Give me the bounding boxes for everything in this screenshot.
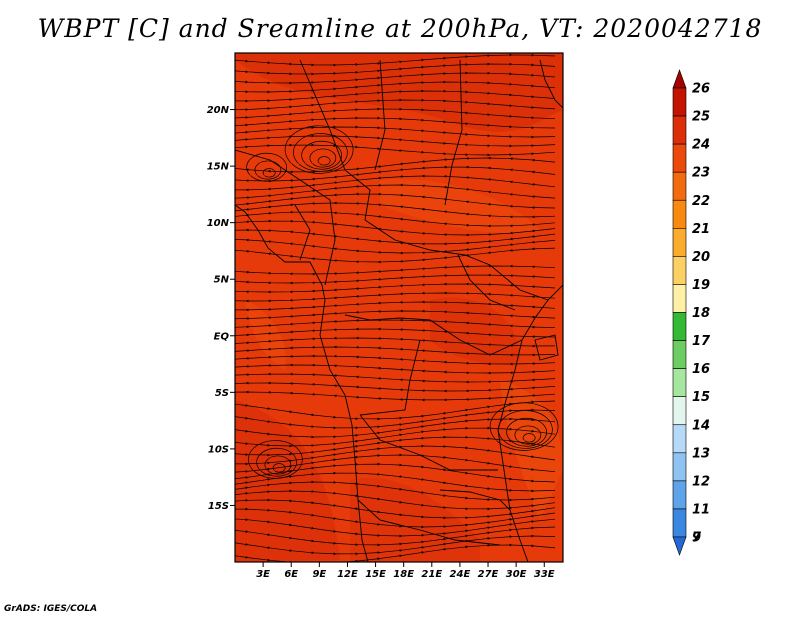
lat-tick-label: 15N xyxy=(207,162,230,173)
lon-tick-label: 24E xyxy=(450,569,471,580)
colorbar-label: 22 xyxy=(692,194,710,209)
colorbar-segment xyxy=(672,87,687,117)
map-frame xyxy=(234,52,564,563)
colorbar-segment xyxy=(672,143,687,173)
colorbar-label: 25 xyxy=(692,110,710,125)
streamline xyxy=(235,300,556,312)
colorbar-label: 12 xyxy=(692,474,710,489)
lon-tick-label: 27E xyxy=(478,569,499,580)
streamline xyxy=(489,402,559,451)
streamline xyxy=(235,543,556,562)
lat-tick-label: 5S xyxy=(215,388,229,399)
colorbar-label: 21 xyxy=(692,222,710,237)
streamline xyxy=(235,107,556,120)
streamline xyxy=(235,381,556,393)
colorbar-segment xyxy=(672,480,687,510)
latitude-axis: 20N 15N 10N 5N EQ 5S 10S 15S xyxy=(207,105,235,512)
streamline xyxy=(235,247,556,264)
colorbar-segment xyxy=(672,368,687,397)
streamline xyxy=(235,143,556,157)
lat-tick-label: 15S xyxy=(208,501,229,512)
colorbar-segment xyxy=(672,228,687,257)
streamline xyxy=(235,372,556,384)
colorbar-label: 19 xyxy=(692,278,710,293)
streamline xyxy=(256,447,297,477)
colorbar-label: 20 xyxy=(692,250,710,265)
colorbar-label: 26 xyxy=(692,82,710,97)
colorbar-segment xyxy=(672,199,687,229)
lat-tick-label: 20N xyxy=(207,105,230,116)
lon-tick-label: 3E xyxy=(256,569,270,580)
streamline xyxy=(235,264,556,276)
colorbar-segment xyxy=(672,340,687,369)
colorbar: 26 25 24 23 22 21 20 19 18 17 16 15 14 13 12 11 97 xyxy=(672,69,711,556)
lon-tick-label: 12E xyxy=(337,569,358,580)
colorbar-label: 9 xyxy=(692,531,701,546)
streamline xyxy=(514,425,542,445)
map-plot-area xyxy=(235,53,563,562)
colorbar-label: 13 xyxy=(692,446,710,461)
lat-tick-label: EQ xyxy=(214,331,230,342)
streamline xyxy=(235,336,556,348)
colorbar-segment xyxy=(672,424,687,454)
streamline xyxy=(293,133,348,172)
colorbar-label: 23 xyxy=(692,166,710,181)
colorbar-label: 24 xyxy=(692,138,710,153)
streamline xyxy=(284,125,354,174)
colorbar-segment xyxy=(672,312,687,341)
lat-tick-label: 10N xyxy=(207,218,230,229)
lon-tick-label: 15E xyxy=(365,569,386,580)
streamline xyxy=(235,318,556,329)
streamline xyxy=(522,433,536,443)
colorbar-segment xyxy=(672,452,687,482)
streamline xyxy=(254,160,282,180)
colorbar-segment xyxy=(672,396,687,426)
colorbar-segment xyxy=(672,284,687,313)
colorbar-label: 11 xyxy=(692,502,710,517)
colorbar-segment xyxy=(672,171,687,201)
lon-tick-label: 33E xyxy=(534,569,555,580)
streamline xyxy=(264,455,292,475)
streamline xyxy=(317,156,331,166)
streamline xyxy=(272,463,286,473)
colorbar-segment xyxy=(672,69,687,89)
lon-tick-label: 9E xyxy=(312,569,326,580)
red-sea-coast xyxy=(539,59,563,109)
streamline xyxy=(301,140,342,170)
colorbar-label: 14 xyxy=(692,418,710,433)
streamline xyxy=(235,309,556,320)
lon-tick-label: 21E xyxy=(421,569,442,580)
lon-tick-label: 6E xyxy=(284,569,298,580)
streamline xyxy=(309,148,337,168)
streamline xyxy=(246,152,287,182)
colorbar-label: 16 xyxy=(692,362,710,377)
streamline xyxy=(235,98,556,111)
lon-tick-label: 18E xyxy=(393,569,414,580)
streamline xyxy=(506,417,547,447)
streamline xyxy=(498,410,553,449)
colorbar-label: 18 xyxy=(692,306,710,321)
colorbar-segment xyxy=(672,115,687,145)
streamline xyxy=(235,327,556,339)
lat-tick-label: 5N xyxy=(214,275,230,286)
streamline xyxy=(248,440,303,479)
chart-title: WBPT [C] and Sreamline at 200hPa, VT: 20… xyxy=(37,14,763,43)
colorbar-label: 15 xyxy=(692,390,710,405)
colorbar-segment xyxy=(672,536,687,556)
colorbar-label: 17 xyxy=(692,334,711,349)
streamline xyxy=(262,168,276,178)
streamline xyxy=(235,390,556,402)
streamlines xyxy=(235,53,559,562)
grads-credit: GrADS: IGES/COLA xyxy=(4,604,98,614)
colorbar-label: 7 xyxy=(692,531,702,546)
lat-tick-label: 10S xyxy=(208,444,229,455)
colorbar-segment xyxy=(672,508,687,538)
lon-tick-label: 30E xyxy=(506,569,527,580)
colorbar-segment xyxy=(672,256,687,285)
longitude-axis: 3E 6E 9E 12E 15E 18E 21E 24E 27E 30E 33E xyxy=(256,562,555,580)
